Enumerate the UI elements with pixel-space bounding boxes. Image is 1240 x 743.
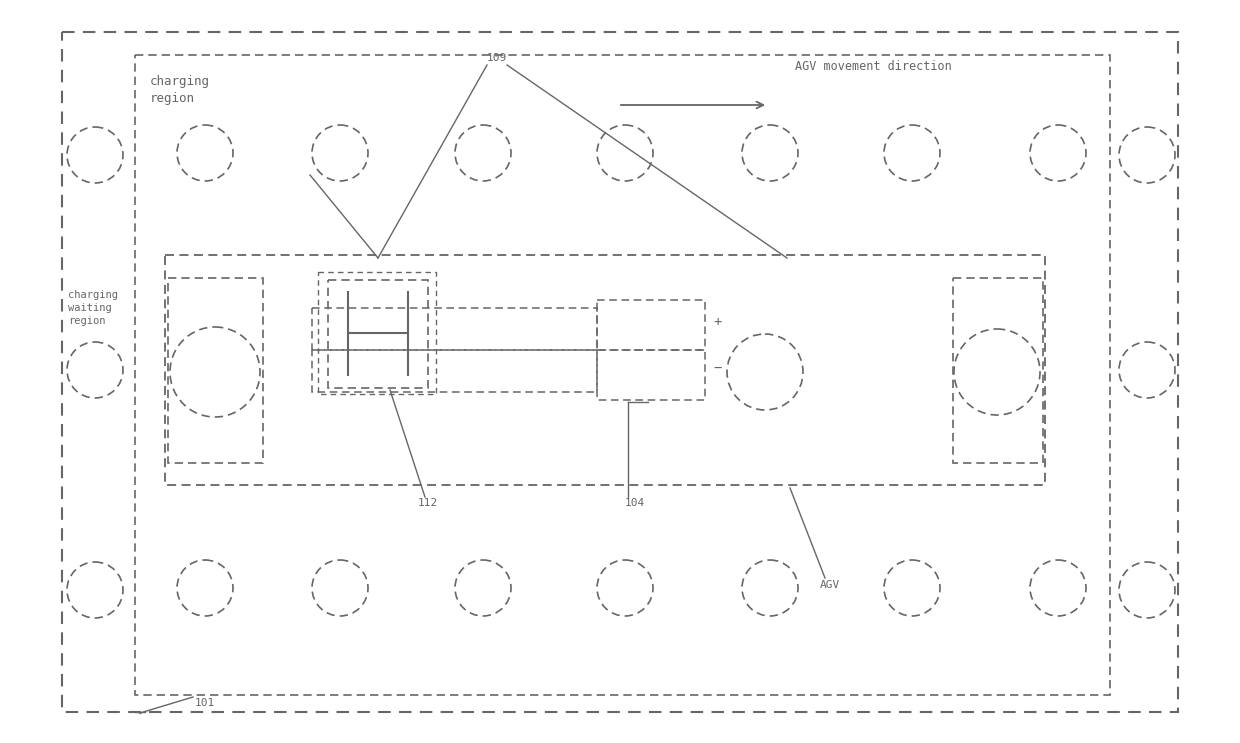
- Bar: [135, 55, 1110, 695]
- Text: AGV: AGV: [820, 580, 841, 590]
- Bar: [165, 255, 1045, 485]
- Text: 112: 112: [418, 498, 438, 508]
- Bar: [317, 272, 436, 394]
- Text: −: −: [714, 361, 722, 375]
- Bar: [312, 350, 596, 392]
- Bar: [312, 308, 596, 350]
- Text: 104: 104: [625, 498, 645, 508]
- Bar: [167, 278, 263, 463]
- Text: 109: 109: [487, 53, 507, 63]
- Bar: [596, 350, 706, 400]
- Text: 101: 101: [195, 698, 216, 708]
- Text: charging
region: charging region: [150, 75, 210, 105]
- Bar: [329, 280, 428, 388]
- Text: +: +: [714, 315, 722, 329]
- Text: charging
waiting
region: charging waiting region: [68, 290, 118, 326]
- Bar: [954, 278, 1043, 463]
- Bar: [596, 300, 706, 350]
- Text: AGV movement direction: AGV movement direction: [795, 60, 952, 73]
